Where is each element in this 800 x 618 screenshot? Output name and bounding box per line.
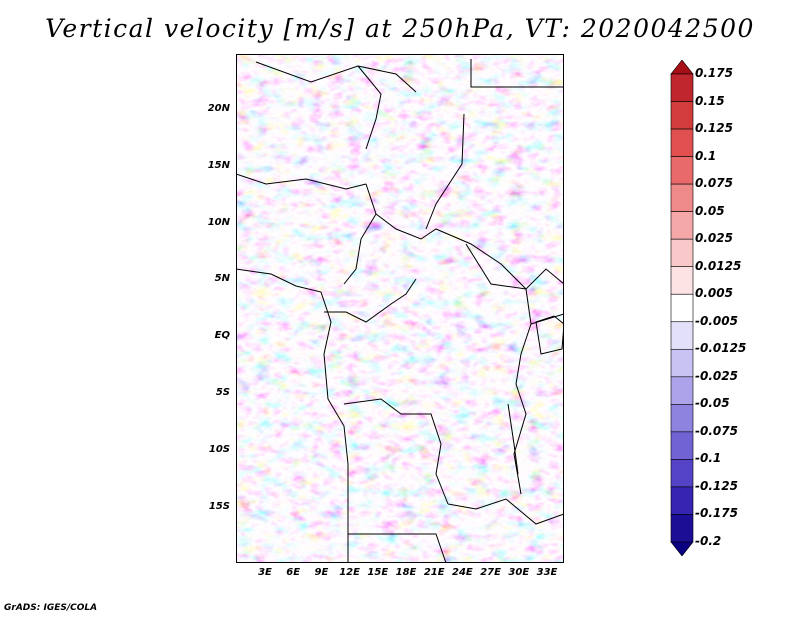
colorbar-level-label: -0.005	[695, 313, 738, 328]
angola-south-border	[348, 533, 447, 563]
nigeria-cameroon-border	[343, 183, 377, 285]
lat-tick-label: 10N	[207, 216, 230, 228]
lon-tick-label: 27E	[480, 567, 501, 578]
colorbar-level-label: 0.175	[695, 66, 733, 80]
chad-sudan-border	[425, 113, 465, 230]
colorbar-level-label: -0.075	[695, 423, 738, 438]
lon-tick-label: 9E	[314, 567, 329, 578]
lat-tick-label: 5N	[214, 273, 230, 285]
south-sudan-border	[465, 243, 564, 290]
colorbar-segment	[670, 431, 694, 460]
colorbar-level-label: 0.1	[695, 148, 717, 163]
lat-tick-label: 15S	[208, 500, 230, 512]
colorbar-level-label: -0.1	[695, 451, 722, 466]
colorbar-level-label: 0.005	[695, 286, 733, 301]
congo-border	[324, 278, 417, 323]
colorbar-segment	[670, 486, 694, 515]
colorbar-level-label: -0.175	[695, 506, 738, 521]
colorbar-segment	[670, 211, 694, 240]
niger-chad-border	[357, 65, 382, 150]
lat-tick-label: 20N	[207, 103, 230, 114]
map-plot-area	[236, 54, 564, 563]
lon-tick-label: 24E	[452, 567, 473, 578]
lat-tick-label: EQ	[214, 330, 230, 342]
colorbar-segment	[670, 514, 694, 543]
coastline-west-africa	[236, 268, 349, 563]
colorbar-segment	[670, 101, 694, 130]
colorbar-segment	[670, 156, 694, 185]
colorbar-segment	[670, 376, 694, 405]
colorbar-segment	[670, 266, 694, 295]
vertical-velocity-field	[236, 54, 564, 563]
colorbar	[670, 60, 694, 556]
grads-credit: GrADS: IGES/COLA	[4, 603, 98, 613]
colorbar-segment	[670, 60, 694, 75]
lat-tick-label: 15N	[207, 159, 230, 171]
colorbar-level-label: 0.15	[695, 93, 725, 108]
colorbar-level-label: -0.05	[695, 396, 730, 411]
colorbar-segment	[670, 348, 694, 378]
colorbar-segment	[670, 73, 694, 102]
country-borders	[236, 59, 564, 563]
colorbar-level-label: 0.0125	[695, 258, 742, 273]
lon-tick-label: 3E	[258, 567, 272, 578]
lon-tick-label: 33E	[536, 567, 558, 578]
zambia-border	[447, 498, 564, 525]
lon-tick-label: 21E	[423, 567, 445, 578]
map-title: Vertical velocity [m/s] at 250hPa, VT: 2…	[45, 14, 755, 43]
colorbar-level-label: 0.075	[695, 176, 733, 191]
colorbar-level-label: -0.0125	[695, 341, 747, 356]
nigeria-north-border	[236, 173, 367, 190]
lon-tick-label: 30E	[508, 567, 530, 578]
lon-tick-label: 6E	[286, 567, 301, 578]
lake-tanganyika	[507, 403, 519, 475]
colorbar-segment	[670, 541, 694, 556]
colorbar-level-label: -0.025	[695, 368, 738, 383]
car-border	[375, 213, 527, 290]
map-frame	[236, 54, 564, 563]
colorbar-segment	[670, 293, 694, 323]
colorbar-segment	[670, 183, 694, 212]
lon-tick-label: 15E	[367, 567, 389, 578]
lon-tick-label: 12E	[339, 567, 360, 578]
egypt-sudan-border	[470, 59, 564, 88]
drc-west-border	[343, 398, 449, 505]
lat-tick-label: 10S	[208, 443, 230, 455]
colorbar-level-label: 0.05	[695, 203, 725, 218]
colorbar-level-label: -0.125	[695, 478, 738, 493]
colorbar-segment	[670, 238, 694, 268]
colorbar-segment	[670, 321, 694, 350]
colorbar-level-label: 0.125	[695, 121, 733, 136]
colorbar-level-label: 0.025	[695, 231, 733, 246]
colorbar-level-label: -0.2	[695, 534, 722, 548]
colorbar-segment	[670, 128, 694, 157]
colorbar-segment	[670, 404, 694, 433]
lat-tick-label: 5S	[215, 387, 230, 398]
colorbar-segment	[670, 459, 694, 488]
lon-tick-label: 18E	[395, 567, 417, 578]
